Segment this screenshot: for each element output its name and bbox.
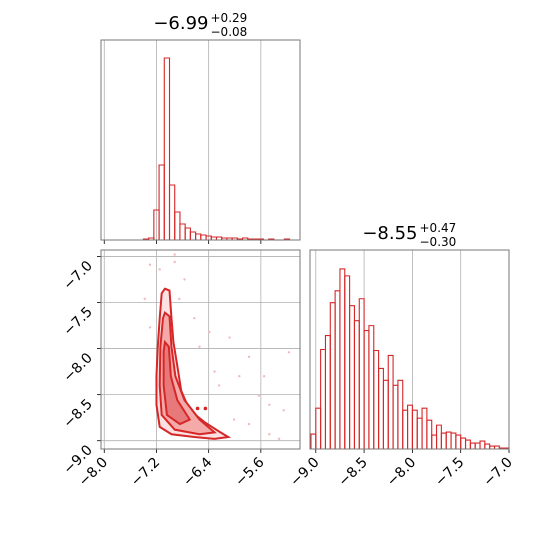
histogram-bin (484, 443, 491, 449)
histogram-bin (378, 367, 384, 449)
sample-point (148, 326, 152, 329)
axes-frame (100, 39, 301, 241)
x-tick-label: −7.0 (480, 455, 515, 490)
histogram-bin (474, 442, 481, 449)
histogram-bin (189, 231, 197, 240)
histogram-bin (358, 298, 365, 449)
panel: −6.99 +0.29−0.08 (100, 11, 301, 244)
histogram-bin (334, 290, 341, 449)
histogram-bin (445, 431, 452, 449)
sample-point (183, 278, 186, 281)
histogram-bin (363, 330, 370, 449)
histogram-bin (397, 379, 404, 449)
sample-point (217, 384, 221, 387)
sample-point (238, 375, 241, 378)
histogram-bin (479, 440, 486, 449)
histogram-bin (373, 349, 380, 449)
sample-point (247, 355, 251, 359)
histogram-bin (368, 325, 375, 449)
x-tick-label: −6.4 (180, 454, 215, 489)
histogram-bin (310, 433, 317, 449)
x-tick-label: −8.0 (384, 455, 419, 490)
histogram-bin (195, 233, 202, 240)
axes-frame (100, 249, 301, 450)
histogram-bin (315, 407, 322, 449)
sample-point (173, 260, 176, 264)
histogram-bin (455, 434, 462, 449)
x-tick-label: −8.5 (336, 455, 371, 490)
sample-point (158, 268, 161, 271)
sample-point (198, 345, 201, 348)
sample-point (195, 406, 200, 411)
histogram-bin (421, 407, 428, 449)
panel-title: −8.55 (362, 223, 417, 244)
sample-point (228, 336, 231, 339)
histogram-bin (179, 223, 186, 240)
y-tick-label: −8.0 (60, 350, 95, 385)
histogram-bin (431, 434, 438, 449)
title-lower: −0.30 (420, 235, 457, 249)
histogram-bin (407, 404, 413, 449)
x-tick-label: −9.0 (287, 455, 322, 490)
histogram-bin (469, 442, 476, 449)
title-upper: +0.29 (211, 11, 248, 25)
sample-point (203, 406, 208, 411)
histogram-bin (353, 320, 360, 449)
y-tick-label: −8.5 (60, 396, 95, 431)
x-tick-label: −5.6 (232, 454, 267, 489)
x-tick-label: −7.5 (432, 455, 467, 490)
histogram-bin (426, 419, 433, 449)
histogram-bin (435, 424, 442, 449)
histogram-bin (324, 335, 331, 449)
sample-point (193, 316, 196, 320)
sample-point (247, 422, 251, 426)
histogram-bin (163, 57, 171, 240)
y-tick-label: −7.0 (60, 258, 95, 293)
histogram-bin (329, 302, 336, 449)
sample-point (232, 418, 236, 421)
histogram-bin (184, 227, 191, 240)
panel: −8.0 −7.2 −6.4 −5.6−7.0−7.5−8.0−8.5−9.0 (60, 249, 301, 490)
contour (162, 339, 192, 426)
axes-frame (309, 249, 510, 450)
histogram-bin (344, 275, 351, 449)
title-lower: −0.08 (211, 25, 248, 39)
sample-point (268, 433, 271, 436)
histogram-bin (320, 348, 327, 449)
sample-point (173, 253, 176, 256)
histogram-bin (158, 164, 165, 240)
y-tick-label: −7.5 (60, 304, 95, 339)
x-tick-label: −7.2 (128, 455, 163, 490)
histogram-bin (411, 409, 418, 449)
sample-point (277, 437, 281, 441)
sample-point (208, 330, 211, 334)
sample-point (148, 263, 152, 266)
histogram-bin (416, 417, 423, 449)
sample-point (257, 394, 261, 397)
sample-point (262, 375, 266, 378)
sample-point (268, 403, 271, 406)
histogram-bin (339, 268, 346, 449)
histogram-bin (440, 432, 447, 449)
sample-point (287, 351, 291, 354)
panel-title: −6.99 (153, 13, 208, 34)
title-upper: +0.47 (420, 221, 457, 235)
histogram-bin (460, 437, 467, 449)
histogram-bin (392, 384, 399, 449)
histogram-bin (200, 234, 207, 240)
sample-point (282, 409, 285, 412)
histogram-bin (450, 432, 457, 449)
histogram-bin (464, 439, 471, 449)
histogram-bin (382, 379, 389, 449)
histogram-bin (174, 211, 181, 240)
histogram-bin (168, 184, 176, 240)
sample-point (213, 370, 216, 373)
panel: −9.0 −8.5 −8.0 −7.5 −7.0 −8.55 +0.47−0.30 (287, 221, 516, 490)
histogram-bin (387, 354, 394, 449)
histogram-bin (349, 305, 355, 449)
histogram-bin (402, 409, 409, 449)
sample-point (178, 297, 181, 301)
sample-point (143, 297, 146, 301)
